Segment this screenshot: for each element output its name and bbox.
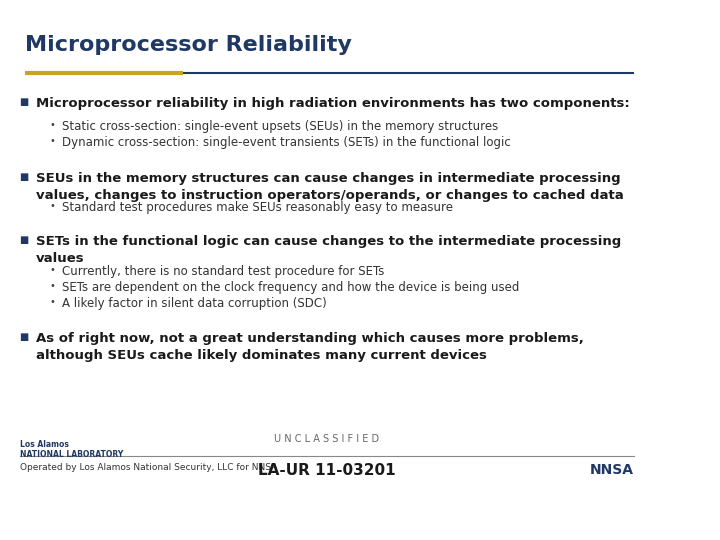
Text: Microprocessor reliability in high radiation environments has two components:: Microprocessor reliability in high radia… [36, 97, 630, 110]
Text: Static cross-section: single-event upsets (SEUs) in the memory structures: Static cross-section: single-event upset… [62, 120, 498, 133]
Text: •: • [49, 265, 55, 275]
Text: NNSA: NNSA [590, 463, 634, 477]
Text: LA-UR 11-03201: LA-UR 11-03201 [258, 463, 395, 478]
Text: Dynamic cross-section: single-event transients (SETs) in the functional logic: Dynamic cross-section: single-event tran… [62, 136, 510, 149]
Text: ■: ■ [19, 97, 29, 107]
Text: •: • [49, 281, 55, 291]
Text: ■: ■ [19, 172, 29, 182]
Text: Los Alamos
NATIONAL LABORATORY: Los Alamos NATIONAL LABORATORY [19, 440, 123, 459]
Text: Currently, there is no standard test procedure for SETs: Currently, there is no standard test pro… [62, 265, 384, 278]
Text: SETs in the functional logic can cause changes to the intermediate processing
va: SETs in the functional logic can cause c… [36, 235, 621, 265]
Text: ■: ■ [19, 332, 29, 342]
Text: •: • [49, 136, 55, 146]
Text: U N C L A S S I F I E D: U N C L A S S I F I E D [274, 434, 379, 444]
Text: Standard test procedures make SEUs reasonably easy to measure: Standard test procedures make SEUs reaso… [62, 201, 453, 214]
Text: •: • [49, 201, 55, 211]
Text: •: • [49, 297, 55, 307]
Text: •: • [49, 120, 55, 130]
Text: A likely factor in silent data corruption (SDC): A likely factor in silent data corruptio… [62, 297, 327, 310]
Text: Operated by Los Alamos National Security, LLC for NNSA: Operated by Los Alamos National Security… [19, 463, 277, 472]
Text: ■: ■ [19, 235, 29, 245]
Text: SEUs in the memory structures can cause changes in intermediate processing
value: SEUs in the memory structures can cause … [36, 172, 624, 202]
Text: As of right now, not a great understanding which causes more problems,
although : As of right now, not a great understandi… [36, 332, 584, 362]
Text: Microprocessor Reliability: Microprocessor Reliability [24, 35, 351, 55]
Text: SETs are dependent on the clock frequency and how the device is being used: SETs are dependent on the clock frequenc… [62, 281, 519, 294]
